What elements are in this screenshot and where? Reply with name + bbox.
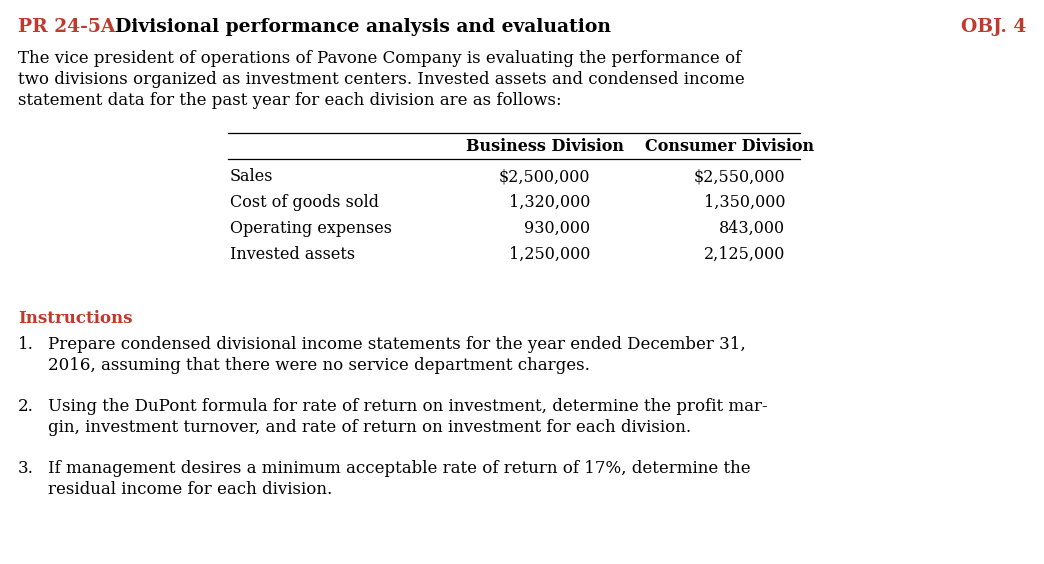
Text: If management desires a minimum acceptable rate of return of 17%, determine the: If management desires a minimum acceptab…	[48, 460, 751, 477]
Text: Operating expenses: Operating expenses	[230, 220, 392, 237]
Text: 843,000: 843,000	[719, 220, 785, 237]
Text: Business Division: Business Division	[466, 138, 624, 155]
Text: residual income for each division.: residual income for each division.	[48, 481, 332, 498]
Text: 3.: 3.	[18, 460, 33, 477]
Text: 2016, assuming that there were no service department charges.: 2016, assuming that there were no servic…	[48, 357, 590, 374]
Text: 930,000: 930,000	[524, 220, 590, 237]
Text: Prepare condensed divisional income statements for the year ended December 31,: Prepare condensed divisional income stat…	[48, 336, 745, 353]
Text: $2,500,000: $2,500,000	[498, 168, 590, 185]
Text: 1,320,000: 1,320,000	[508, 194, 590, 211]
Text: 2,125,000: 2,125,000	[704, 246, 785, 263]
Text: two divisions organized as investment centers. Invested assets and condensed inc: two divisions organized as investment ce…	[18, 71, 744, 88]
Text: Divisional performance analysis and evaluation: Divisional performance analysis and eval…	[115, 18, 611, 36]
Text: Invested assets: Invested assets	[230, 246, 355, 263]
Text: 1,250,000: 1,250,000	[508, 246, 590, 263]
Text: gin, investment turnover, and rate of return on investment for each division.: gin, investment turnover, and rate of re…	[48, 419, 691, 436]
Text: Instructions: Instructions	[18, 310, 133, 327]
Text: 1,350,000: 1,350,000	[704, 194, 785, 211]
Text: Consumer Division: Consumer Division	[645, 138, 814, 155]
Text: statement data for the past year for each division are as follows:: statement data for the past year for eac…	[18, 92, 562, 109]
Text: Cost of goods sold: Cost of goods sold	[230, 194, 379, 211]
Text: 2.: 2.	[18, 398, 33, 415]
Text: PR 24-5A: PR 24-5A	[18, 18, 116, 36]
Text: 1.: 1.	[18, 336, 33, 353]
Text: OBJ. 4: OBJ. 4	[960, 18, 1026, 36]
Text: The vice president of operations of Pavone Company is evaluating the performance: The vice president of operations of Pavo…	[18, 50, 741, 67]
Text: Using the DuPont formula for rate of return on investment, determine the profit : Using the DuPont formula for rate of ret…	[48, 398, 767, 415]
Text: $2,550,000: $2,550,000	[693, 168, 785, 185]
Text: Sales: Sales	[230, 168, 274, 185]
